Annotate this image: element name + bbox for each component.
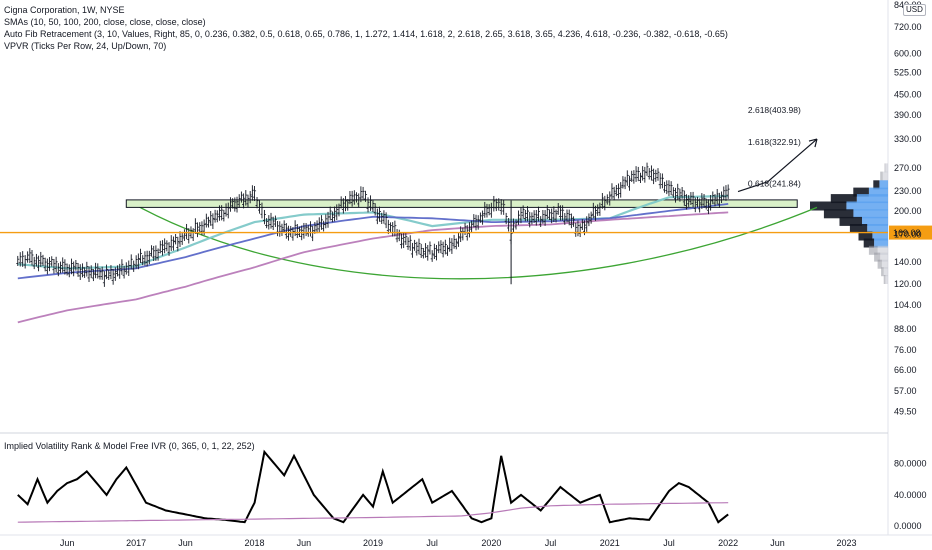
time-tick-label: Jun [297,538,312,548]
time-tick-label: Jul [545,538,557,548]
ivr-tick-label: 40.0000 [894,490,927,500]
time-tick-label: Jun [178,538,193,548]
vpvr-row-up [874,238,888,248]
price-tick-label: 600.00 [894,48,922,58]
price-tick-label: 230.00 [894,186,922,196]
price-tick-label: 390.00 [894,110,922,120]
projection-path [737,138,818,193]
price-tick-label: 66.00 [894,365,917,375]
vpvr-row-up [853,209,888,219]
support-zone-box [125,199,798,208]
price-tick-label: 88.00 [894,324,917,334]
vpvr-row-up [868,187,888,197]
vpvr-row-down [868,245,878,255]
fib-labels: 2.618(403.98) 1.618(322.91) 0.618(241.84) [748,105,801,189]
vpvr-row-up [883,267,888,277]
fib-arc-green [125,199,818,280]
vpvr-row-down [849,224,868,233]
price-tick-label: 76.00 [894,345,917,355]
vpvr-row-up [856,194,888,204]
time-tick-label: Jun [60,538,75,548]
price-tick-label: 525.00 [894,67,922,77]
price-tick-label: 104.00 [894,300,922,310]
fib-legend[interactable]: Auto Fib Retracement (3, 10, Values, Rig… [4,29,728,39]
price-axis[interactable]: 840.00720.00600.00525.00450.00390.00330.… [894,0,922,416]
current-price-tag [889,225,932,240]
price-tick-label: 720.00 [894,22,922,32]
time-tick-label: Jun [770,538,785,548]
ivr-line [17,449,729,524]
vpvr-row-down [823,209,854,219]
ivr-pane [17,449,729,524]
vpvr-row-up [882,171,888,181]
price-tick-label: 57.00 [894,386,917,396]
vpvr-row-down [874,252,881,262]
vpvr-row-up [879,180,888,190]
vpvr-row-down [858,231,873,241]
current-price-label: 169.08 [893,228,921,238]
vpvr-row-down [877,259,882,269]
time-tick-label: 2017 [126,538,146,548]
chart-title: Cigna Corporation, 1W, NYSE [4,5,125,15]
current-price-line: 169.08 [0,225,932,240]
currency-badge[interactable]: USD [903,4,926,16]
price-bars [16,162,730,287]
ivr-legend[interactable]: Implied Volatility Rank & Model Free IVR… [4,441,255,451]
vpvr-row-down [880,171,883,181]
projection-arrowhead [808,138,818,148]
time-tick-label: Jul [663,538,675,548]
vpvr-row-up [867,224,888,233]
vpvr-row-down [884,163,886,173]
price-tick-label: 200.00 [894,206,922,216]
fib-arcs [125,199,818,280]
vpvr-row-down [873,180,880,190]
price-tick-label: 49.50 [894,406,917,416]
sma-line-3 [17,211,729,324]
sma-legend[interactable]: SMAs (10, 50, 100, 200, close, close, cl… [4,17,206,27]
ivr-tick-label: 80.0000 [894,459,927,469]
vpvr-row-up [881,259,888,269]
time-tick-label: 2019 [363,538,383,548]
vpvr-profile [810,163,888,284]
sma-lines [17,194,729,324]
vpvr-row-up [877,245,888,255]
projection-arrow [737,138,818,193]
vpvr-row-down [839,216,862,226]
ivr-average-line [17,502,729,523]
price-tick-label: 330.00 [894,134,922,144]
vpvr-row-up [862,216,888,226]
time-tick-label: 2020 [481,538,501,548]
price-tick-label: 270.00 [894,163,922,173]
price-tick-label: 450.00 [894,90,922,100]
time-tick-label: 2018 [245,538,265,548]
vpvr-row-down [863,238,875,248]
vpvr-row-down [883,275,886,284]
price-tick-label: 120.00 [894,279,922,289]
time-tick-label: 2022 [718,538,738,548]
time-tick-label: 2023 [837,538,857,548]
vpvr-row-up [885,163,888,173]
ivr-tick-label: 0.0000 [894,521,922,531]
time-tick-label: Jul [426,538,438,548]
vpvr-legend[interactable]: VPVR (Ticks Per Row, 24, Up/Down, 70) [4,41,167,51]
vpvr-row-up [872,231,888,241]
vpvr-row-down [810,201,847,211]
vpvr-row-up [885,275,888,284]
vpvr-row-up [846,201,888,211]
support-zone [125,199,798,208]
price-tick-label: 140.00 [894,257,922,267]
vpvr-row-up [880,252,888,262]
vpvr-row-down [830,194,857,204]
time-axis[interactable]: Jun 2017 Jun 2018 Jun 2019 Jul 2020 Jul 2021 Jul 20… [60,538,857,548]
fib-label: 2.618(403.98) [748,105,801,115]
fib-label: 1.618(322.91) [748,137,801,147]
vpvr-row-down [881,267,884,277]
price-tick-label: 170.00 [894,229,922,239]
ivr-axis[interactable]: 80.0000 40.0000 0.0000 [894,459,927,531]
fib-label: 0.618(241.84) [748,179,801,189]
time-tick-label: 2021 [600,538,620,548]
vpvr-row-down [853,187,869,197]
